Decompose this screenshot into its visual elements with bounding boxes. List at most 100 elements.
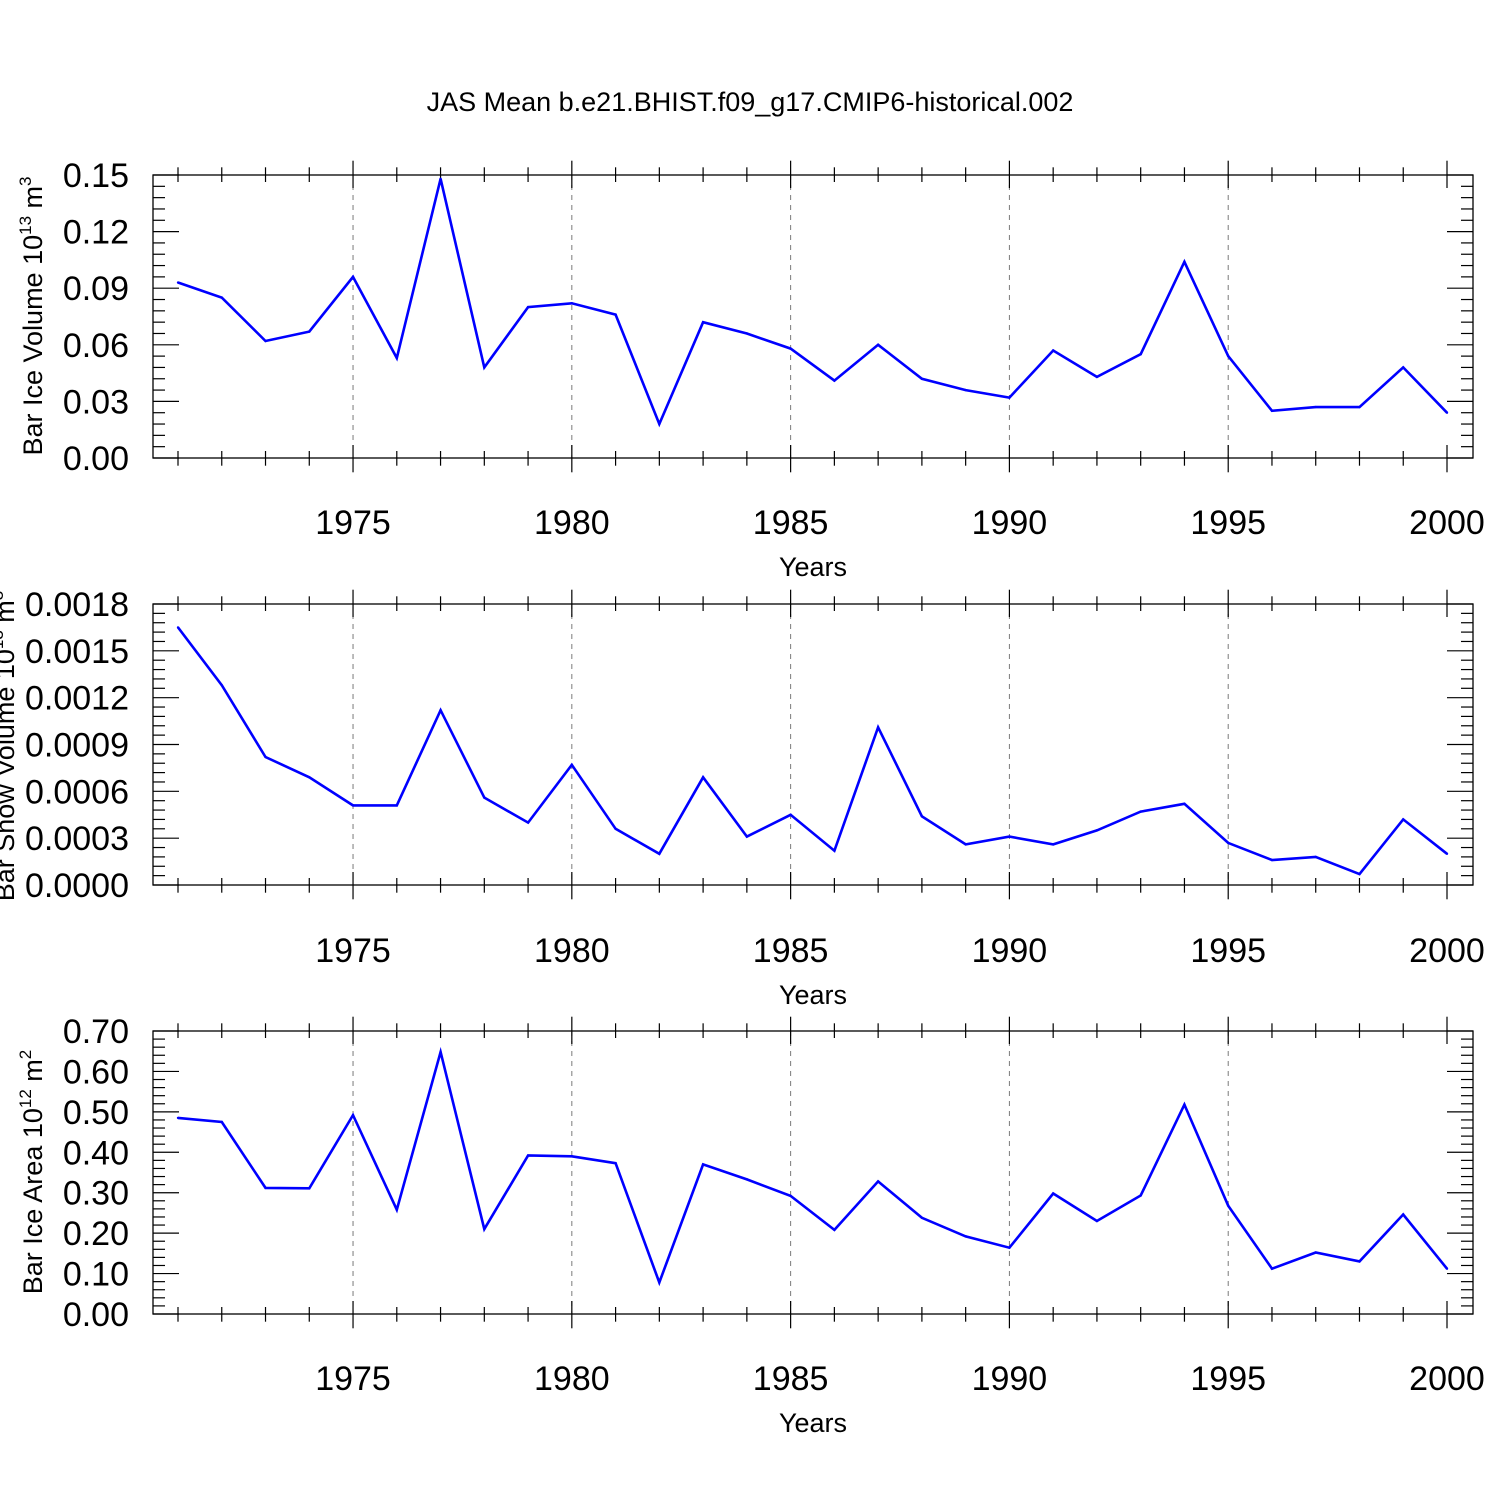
- y-tick-label: 0.09: [63, 270, 129, 308]
- data-point: [1139, 1194, 1142, 1197]
- data-point: [658, 852, 661, 855]
- x-tick-label: 1995: [1190, 1360, 1266, 1398]
- data-point: [308, 776, 311, 779]
- data-point: [614, 827, 617, 830]
- data-point: [1227, 1204, 1230, 1207]
- y-tick-label: 0.0000: [25, 867, 129, 905]
- data-point: [570, 1155, 574, 1158]
- y-tick-label: 0.06: [63, 327, 129, 365]
- y-tick-label: 0.0003: [25, 820, 129, 858]
- plot-frame: [152, 174, 1474, 459]
- series-line: [176, 626, 1448, 876]
- x-tick-label: 1975: [315, 1360, 391, 1398]
- data-point: [833, 849, 836, 852]
- y-tick-label: 0.20: [63, 1215, 129, 1253]
- data-point: [789, 1194, 792, 1198]
- x-tick-label: 1980: [534, 1360, 610, 1398]
- data-point: [614, 1162, 617, 1165]
- data-point: [1445, 1267, 1449, 1270]
- y-tick-label: 0.60: [63, 1053, 129, 1091]
- y-tick-label: 0.50: [63, 1094, 129, 1132]
- series-line: [177, 1046, 1449, 1287]
- data-point: [658, 1281, 661, 1284]
- data-point: [1402, 366, 1405, 369]
- y-tick-label: 0.03: [63, 383, 129, 421]
- data-point: [526, 1154, 530, 1157]
- data-point: [745, 835, 749, 838]
- data-point: [1445, 852, 1449, 855]
- x-axis-label: Years: [779, 980, 847, 1010]
- data-point: [1139, 810, 1142, 813]
- data-point: [1008, 1246, 1011, 1249]
- y-tick-label: 0.00: [63, 1296, 129, 1334]
- data-point: [1008, 396, 1011, 399]
- data-point: [439, 1050, 442, 1054]
- data-point: [1051, 349, 1055, 352]
- x-axis-label: Years: [779, 552, 847, 582]
- y-tick-label: 0.0009: [25, 727, 129, 765]
- data-point: [395, 1208, 398, 1211]
- y-tick-label: 0.0006: [25, 773, 129, 811]
- data-point: [920, 377, 924, 380]
- data-point: [614, 313, 617, 316]
- data-point: [526, 305, 530, 309]
- data-point: [176, 281, 180, 284]
- data-point: [439, 177, 442, 180]
- data-point: [1314, 855, 1317, 859]
- data-point: [1227, 354, 1230, 358]
- data-point: [570, 302, 574, 305]
- data-point: [264, 755, 267, 759]
- y-tick-label: 0.00: [63, 440, 129, 478]
- data-point: [745, 1178, 749, 1181]
- data-point: [789, 347, 792, 350]
- y-tick-label: 0.12: [63, 214, 129, 252]
- data-point: [701, 776, 705, 779]
- data-point: [220, 683, 223, 687]
- data-point: [701, 320, 705, 324]
- x-tick-label: 2000: [1409, 932, 1485, 970]
- data-point: [1227, 841, 1230, 845]
- y-tick-label: 0.40: [63, 1134, 129, 1172]
- data-point: [964, 388, 967, 392]
- x-tick-label: 1985: [753, 932, 829, 970]
- data-point: [526, 821, 530, 824]
- x-tick-label: 1980: [534, 932, 610, 970]
- data-point: [876, 726, 880, 729]
- data-point: [308, 1187, 311, 1190]
- data-point: [483, 1227, 486, 1231]
- data-point: [570, 763, 574, 766]
- data-point: [833, 1228, 836, 1232]
- data-point: [658, 422, 661, 426]
- data-point: [483, 366, 486, 369]
- data-point: [1358, 1260, 1361, 1263]
- x-tick-label: 2000: [1409, 504, 1485, 542]
- data-point: [351, 804, 355, 807]
- data-point: [439, 708, 442, 712]
- data-point: [876, 1180, 880, 1183]
- data-point: [1358, 872, 1361, 876]
- data-point: [351, 275, 355, 279]
- y-axis-label: Bar Ice Volume 1013 m3: [16, 176, 48, 455]
- data-point: [176, 626, 180, 629]
- data-point: [1095, 829, 1099, 832]
- panel-ice-area: 0.000.100.200.300.400.500.600.70 1975 1980…: [16, 1013, 1485, 1438]
- x-tick-label: 1975: [315, 504, 391, 542]
- plot-frame: [152, 1030, 1474, 1315]
- x-tick-label: 1985: [753, 504, 829, 542]
- data-point: [483, 796, 486, 799]
- x-tick-label: 1985: [753, 1360, 829, 1398]
- x-tick-label: 1990: [972, 504, 1048, 542]
- y-tick-label: 0.30: [63, 1175, 129, 1213]
- y-axis-label: Bar Snow Volume 1013 m3: [0, 591, 20, 902]
- y-tick-label: 0.0012: [25, 680, 129, 718]
- data-point: [395, 356, 398, 360]
- x-axis-label: Years: [779, 1408, 847, 1438]
- data-point: [1183, 260, 1186, 263]
- data-point: [1095, 1219, 1099, 1223]
- data-point: [220, 296, 223, 299]
- data-point: [745, 332, 749, 335]
- data-point: [1402, 1213, 1405, 1216]
- x-tick-label: 1995: [1190, 932, 1266, 970]
- data-point: [1095, 375, 1099, 379]
